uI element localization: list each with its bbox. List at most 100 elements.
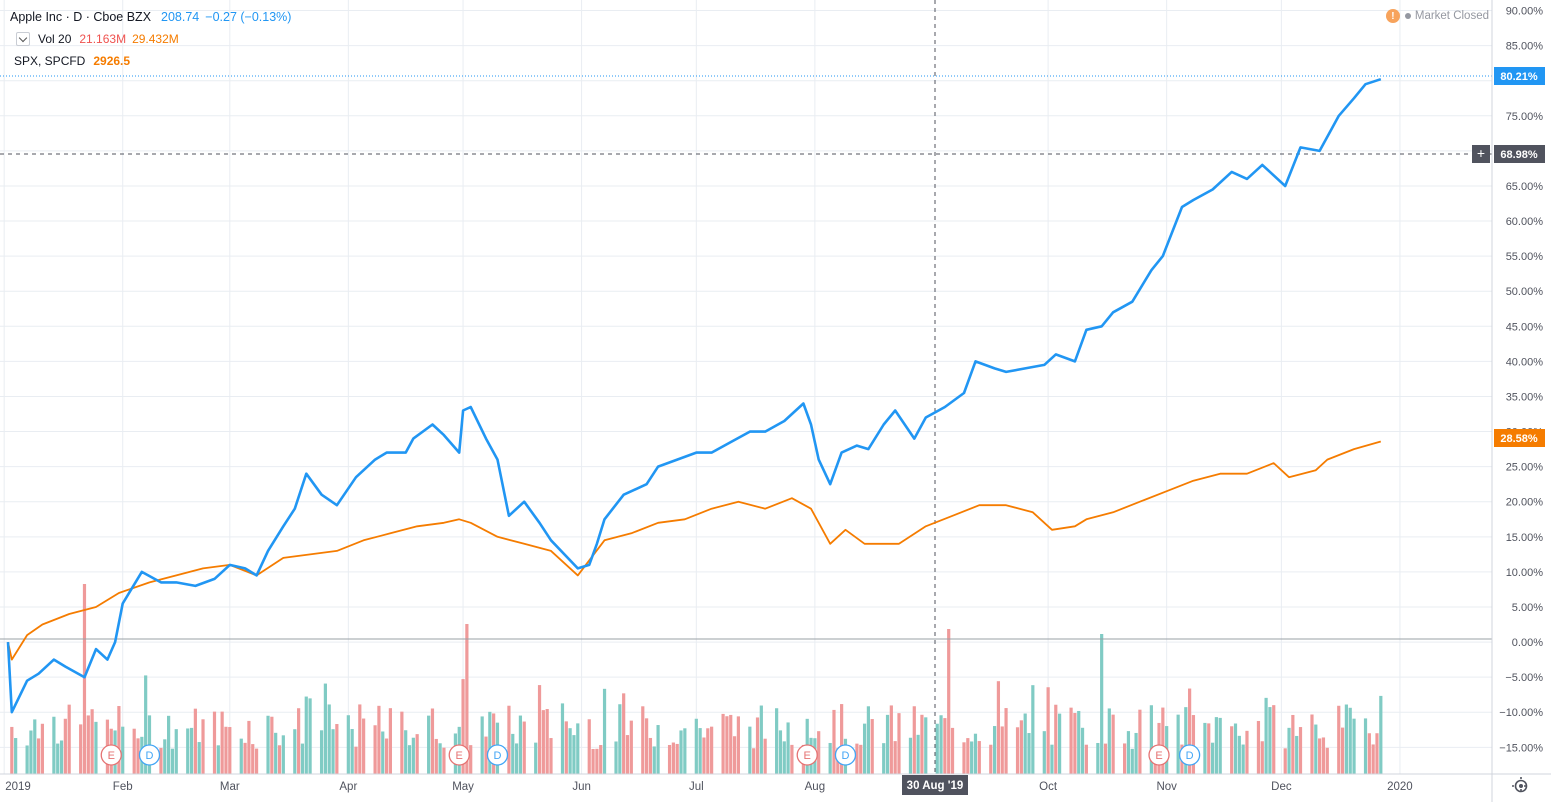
earnings-marker-icon[interactable] <box>796 744 818 766</box>
dividend-marker-icon[interactable] <box>138 744 161 766</box>
volume-bar <box>866 706 870 774</box>
market-status[interactable]: ! Market Closed <box>1385 9 1489 23</box>
volume-bar <box>335 724 339 774</box>
volume-bar <box>889 705 893 774</box>
volume-bar <box>1245 730 1249 774</box>
volume-ma-value: 29.432M <box>132 32 179 46</box>
event-marker-label: E <box>804 750 811 762</box>
volume-bar <box>671 742 675 774</box>
info-icon[interactable]: ! <box>1385 9 1400 23</box>
volume-bar <box>576 723 580 774</box>
volume-bar <box>430 708 435 774</box>
volume-bar <box>648 737 653 774</box>
volume-bar <box>201 719 205 774</box>
volume-bar <box>461 679 465 774</box>
legend-collapse-chevron-icon[interactable] <box>16 32 30 46</box>
volume-bar <box>297 708 301 774</box>
volume-bar <box>759 705 763 774</box>
volume-bar <box>186 728 190 774</box>
volume-bar <box>782 741 786 774</box>
volume-bar <box>484 736 488 774</box>
volume-bar <box>1000 726 1004 774</box>
volume-bar <box>327 704 331 774</box>
volume-bar <box>1367 733 1371 774</box>
volume-bar <box>300 743 305 774</box>
y-tick-label: 75.00% <box>1506 111 1544 123</box>
volume-bar <box>1337 705 1341 774</box>
volume-bar <box>117 706 121 774</box>
volume-bar <box>36 738 41 774</box>
time-axis[interactable]: 2019 Feb Mar Apr May Jun Jul Aug Oct Nov Dec 2020 <box>5 781 1413 793</box>
settings-gear-icon[interactable] <box>1512 777 1530 795</box>
volume-bar <box>86 715 90 774</box>
volume-bar <box>277 745 282 774</box>
volume-bar <box>1363 718 1368 774</box>
crosshair-price-label: + 68.98% <box>1472 145 1545 163</box>
volume-bar <box>163 739 167 774</box>
volume-bar <box>170 748 175 774</box>
aapl-line <box>6 77 1382 714</box>
volume-bar <box>1023 713 1027 774</box>
volume-bar <box>350 729 354 774</box>
volume-bar <box>304 696 308 774</box>
volume-bar <box>1130 748 1134 774</box>
y-tick-label: 65.00% <box>1506 181 1544 193</box>
y-tick-label: 55.00% <box>1506 251 1544 263</box>
symbol-price: 208.74 <box>161 9 200 24</box>
volume-bar <box>67 704 71 774</box>
dividend-marker-icon[interactable] <box>486 744 509 766</box>
volume-bar <box>319 730 324 774</box>
volume-bar <box>522 721 526 774</box>
volume-bar <box>840 704 844 774</box>
volume-bar <box>25 745 29 774</box>
volume-bar <box>56 743 60 774</box>
symbol-title[interactable]: Apple Inc · D · Cboe BZX <box>10 9 152 24</box>
earnings-marker-icon[interactable] <box>100 744 122 766</box>
volume-bar <box>545 709 549 774</box>
volume-bar <box>174 729 178 774</box>
volume-bar <box>591 748 595 774</box>
volume-label[interactable]: Vol 20 <box>38 32 72 46</box>
compare-symbol-label[interactable]: SPX, SPCFD <box>14 54 86 68</box>
x-tick-label: May <box>452 781 474 793</box>
volume-bar <box>388 708 392 774</box>
volume-bar <box>1161 707 1165 774</box>
volume-bar <box>1210 742 1215 774</box>
dividend-marker-icon[interactable] <box>834 744 857 766</box>
price-axis[interactable]: 90.00%85.00%80.00%75.00%70.00%65.00%60.0… <box>1499 6 1543 755</box>
volume-bar <box>622 693 626 774</box>
volume-bar <box>706 728 710 774</box>
crosshair-date-label: 30 Aug '19 <box>902 775 968 795</box>
volume-bar <box>492 713 496 774</box>
x-tick-label: Jul <box>689 781 704 793</box>
dividend-marker-icon[interactable] <box>1178 744 1201 766</box>
y-tick-label: −5.00% <box>1505 672 1543 684</box>
earnings-marker-icon[interactable] <box>1148 744 1170 766</box>
event-marker-label: E <box>108 750 115 762</box>
volume-bar <box>136 738 140 774</box>
event-marker-label: E <box>1155 750 1162 762</box>
y-tick-label: 50.00% <box>1506 286 1544 298</box>
y-tick-label: 85.00% <box>1506 41 1544 53</box>
volume-bar <box>755 717 760 774</box>
volume-bar <box>996 681 1001 774</box>
volume-bar <box>973 733 978 774</box>
volume-bar <box>1233 723 1238 774</box>
volume-bar <box>10 726 14 774</box>
volume-bar <box>721 713 725 774</box>
market-status-text: Market Closed <box>1414 10 1489 22</box>
x-tick-label: Nov <box>1156 781 1177 793</box>
volume-bar <box>193 708 197 774</box>
volume-bar <box>1321 737 1326 774</box>
volume-bar <box>1352 718 1356 774</box>
volume-bar <box>1100 634 1104 774</box>
volume-bar <box>775 708 779 774</box>
volume-bar <box>1138 709 1142 774</box>
volume-bar <box>132 728 136 774</box>
volume-bar <box>1371 744 1375 774</box>
earnings-marker-icon[interactable] <box>448 744 470 766</box>
event-marker-label: D <box>493 750 501 762</box>
volume-bar <box>541 710 545 774</box>
